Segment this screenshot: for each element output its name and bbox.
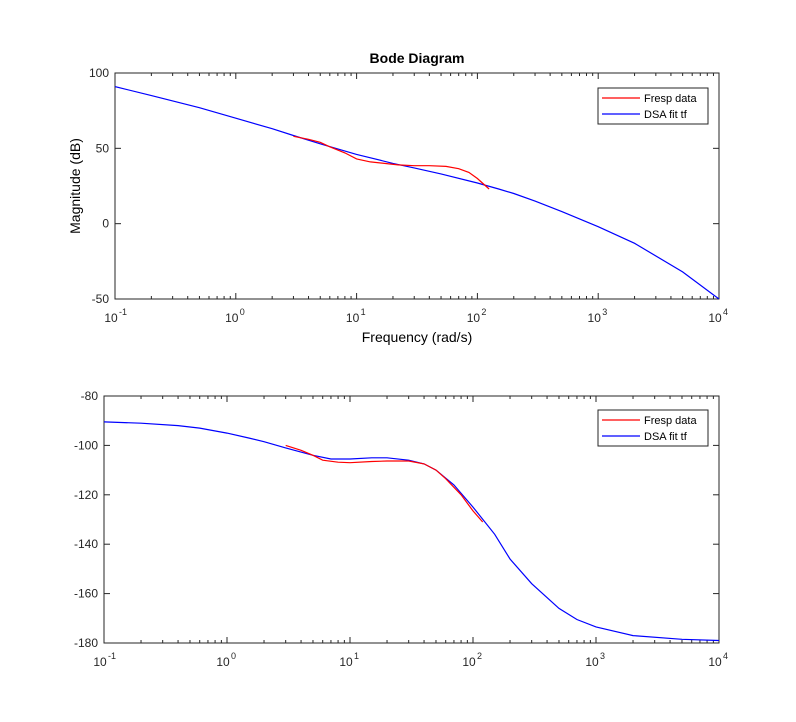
legend: Fresp data DSA fit tf	[597, 87, 709, 125]
x-tick-label: 10	[339, 655, 353, 669]
y-tick-label: -180	[74, 636, 98, 650]
x-tick-label: 10	[708, 311, 722, 325]
chart-title: Bode Diagram	[370, 50, 465, 66]
x-tick-exponent: 3	[600, 651, 605, 661]
legend-entry: Fresp data	[644, 415, 697, 427]
series-line-fresp-data	[285, 444, 484, 523]
x-tick-exponent: 4	[723, 651, 728, 661]
x-tick-exponent: 0	[231, 651, 236, 661]
x-tick-label: 10	[708, 655, 722, 669]
y-tick-label: -50	[92, 292, 110, 306]
x-tick-label: 10	[346, 311, 360, 325]
x-tick-exponent: 3	[602, 307, 607, 317]
phase-plot: 10 -1 10 0 10 1 10 2 10 3 10 4-180-160-140-120-100-…	[74, 389, 728, 669]
y-tick-label: 50	[96, 141, 110, 155]
y-tick-label: 100	[89, 66, 109, 80]
legend-entry: DSA fit tf	[644, 109, 688, 121]
x-tick-label: 10	[225, 311, 239, 325]
y-tick-label: 0	[102, 217, 109, 231]
x-tick-exponent: 1	[361, 307, 366, 317]
x-tick-label: 10	[104, 311, 118, 325]
y-tick-label: -120	[74, 488, 98, 502]
x-tick-label: 10	[216, 655, 230, 669]
x-tick-label: 10	[467, 311, 481, 325]
x-tick-exponent: 1	[354, 651, 359, 661]
y-axis-label: Magnitude (dB)	[67, 138, 83, 234]
series-line-dsa-fit-tf	[104, 421, 719, 642]
y-tick-label: -80	[81, 389, 99, 403]
series-line-dsa-fit-tf	[115, 86, 719, 299]
legend-box	[597, 409, 709, 447]
x-tick-label: 10	[93, 655, 107, 669]
y-tick-label: -100	[74, 438, 98, 452]
x-tick-exponent: -1	[108, 651, 116, 661]
y-tick-label: -160	[74, 587, 98, 601]
x-tick-exponent: -1	[119, 307, 127, 317]
x-tick-exponent: 0	[240, 307, 245, 317]
series-line-fresp-data	[293, 135, 490, 190]
x-tick-exponent: 4	[723, 307, 728, 317]
legend: Fresp data DSA fit tf	[597, 409, 709, 447]
y-tick-label: -140	[74, 537, 98, 551]
x-tick-label: 10	[462, 655, 476, 669]
legend-entry: DSA fit tf	[644, 431, 688, 443]
x-axis-label: Frequency (rad/s)	[362, 329, 472, 345]
x-tick-exponent: 2	[477, 651, 482, 661]
x-tick-label: 10	[588, 311, 602, 325]
legend-entry: Fresp data	[644, 93, 697, 105]
legend-box	[597, 87, 709, 125]
x-tick-label: 10	[585, 655, 599, 669]
x-tick-exponent: 2	[481, 307, 486, 317]
